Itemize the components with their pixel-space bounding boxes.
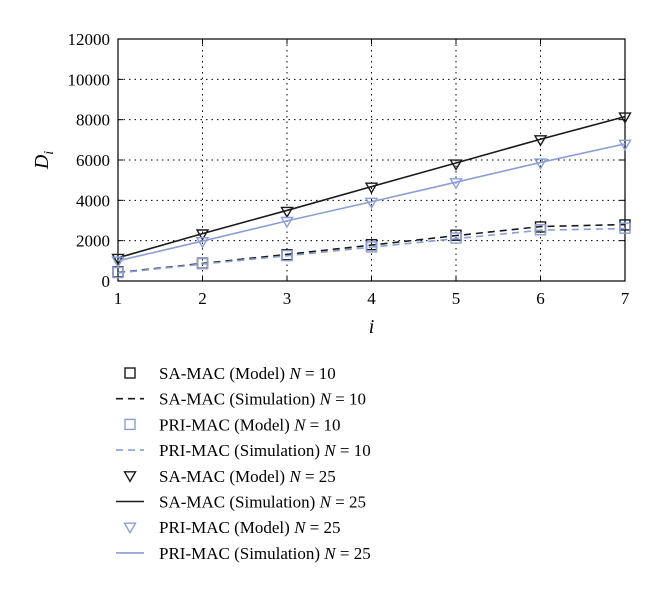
y-tick-label: 8000 <box>76 111 110 130</box>
legend-label-main: SA-MAC (Simulation) <box>159 390 320 409</box>
legend-label: PRI-MAC (Simulation) N = 25 <box>159 544 371 563</box>
y-tick-label: 6000 <box>76 151 110 170</box>
series-line <box>117 143 626 262</box>
legend-item: SA-MAC (Model) N = 10 <box>124 364 336 383</box>
x-axis-label: i <box>369 316 375 338</box>
legend-label-var: N <box>288 467 302 486</box>
legend-label-var: N <box>319 493 333 512</box>
legend-label-main: SA-MAC (Model) <box>159 467 289 486</box>
legend-label-value: = 10 <box>301 364 336 383</box>
series-line <box>117 227 626 274</box>
legend-label-value: = 10 <box>331 390 366 409</box>
legend-item: PRI-MAC (Model) N = 25 <box>123 518 341 537</box>
legend-swatch-marker <box>123 471 137 483</box>
legend-label: PRI-MAC (Model) N = 25 <box>159 518 341 537</box>
x-tick-label: 5 <box>452 289 461 308</box>
legend-label-main: PRI-MAC (Simulation) <box>159 544 324 563</box>
x-tick-label: 7 <box>621 289 630 308</box>
legend-label-var: N <box>319 390 333 409</box>
legend-label-var: N <box>293 415 307 434</box>
series-8 <box>117 143 626 262</box>
legend-swatch-marker <box>123 522 137 535</box>
data-series <box>111 112 632 279</box>
axis-tick-labels: 1 2 3 4 5 6 7 0 2000 4000 6000 8000 10000 12000 <box>68 30 630 308</box>
y-tick-label: 12000 <box>68 30 111 49</box>
legend-label-main: SA-MAC (Model) <box>159 364 289 383</box>
series-4 <box>117 227 626 274</box>
legend-label-main: SA-MAC (Simulation) <box>159 493 320 512</box>
legend-label: SA-MAC (Simulation) N = 10 <box>159 390 366 409</box>
legend-label-main: PRI-MAC (Model) <box>159 518 294 537</box>
legend-label-value: = 10 <box>305 415 340 434</box>
legend-swatch-marker <box>124 367 136 379</box>
data-point <box>111 253 125 266</box>
legend-item: SA-MAC (Simulation) N = 10 <box>116 390 366 409</box>
legend-label-main: PRI-MAC (Simulation) <box>159 441 324 460</box>
legend-item: PRI-MAC (Simulation) N = 25 <box>116 544 371 563</box>
x-tick-label: 2 <box>198 289 207 308</box>
legend-label: SA-MAC (Simulation) N = 25 <box>159 493 366 512</box>
legend-label: SA-MAC (Model) N = 10 <box>159 364 336 383</box>
legend-label: SA-MAC (Model) N = 25 <box>159 467 336 486</box>
legend-label-var: N <box>288 364 302 383</box>
y-tick-label: 2000 <box>76 232 110 251</box>
legend-label-value: = 25 <box>301 467 336 486</box>
legend-label-value: = 25 <box>331 493 366 512</box>
legend-label-value: = 10 <box>336 441 371 460</box>
data-point <box>450 232 462 244</box>
data-point <box>534 224 547 236</box>
y-tick-label: 0 <box>102 272 111 291</box>
data-point <box>111 256 125 269</box>
series-6 <box>117 115 626 259</box>
legend-item: SA-MAC (Simulation) N = 25 <box>116 493 366 512</box>
legend-label: PRI-MAC (Model) N = 10 <box>159 415 341 434</box>
x-tick-label: 3 <box>283 289 292 308</box>
legend-label-var: N <box>293 518 307 537</box>
legend-item: PRI-MAC (Model) N = 10 <box>124 415 341 434</box>
y-axis-label-subscript: i <box>42 151 57 155</box>
legend-item: SA-MAC (Model) N = 25 <box>123 467 336 486</box>
y-axis-label: Di <box>31 151 57 170</box>
legend-label-var: N <box>323 441 337 460</box>
x-tick-label: 4 <box>367 289 376 308</box>
x-tick-label: 6 <box>536 289 545 308</box>
data-point <box>449 159 463 171</box>
series-line <box>117 115 626 259</box>
legend-label-value: = 25 <box>336 544 371 563</box>
legend-label-var: N <box>323 544 337 563</box>
legend-label: PRI-MAC (Simulation) N = 10 <box>159 441 371 460</box>
axis-ticks <box>117 38 626 282</box>
y-axis-label-main: D <box>31 154 53 170</box>
legend-label-value: = 25 <box>305 518 340 537</box>
legend-item: PRI-MAC (Simulation) N = 10 <box>116 441 371 460</box>
data-point <box>280 206 294 219</box>
data-point <box>365 241 378 253</box>
y-tick-label: 4000 <box>76 191 110 210</box>
legend-label-main: PRI-MAC (Model) <box>159 415 294 434</box>
legend-swatch-marker <box>124 418 136 431</box>
x-tick-label: 1 <box>114 289 123 308</box>
y-tick-label: 10000 <box>68 70 111 89</box>
